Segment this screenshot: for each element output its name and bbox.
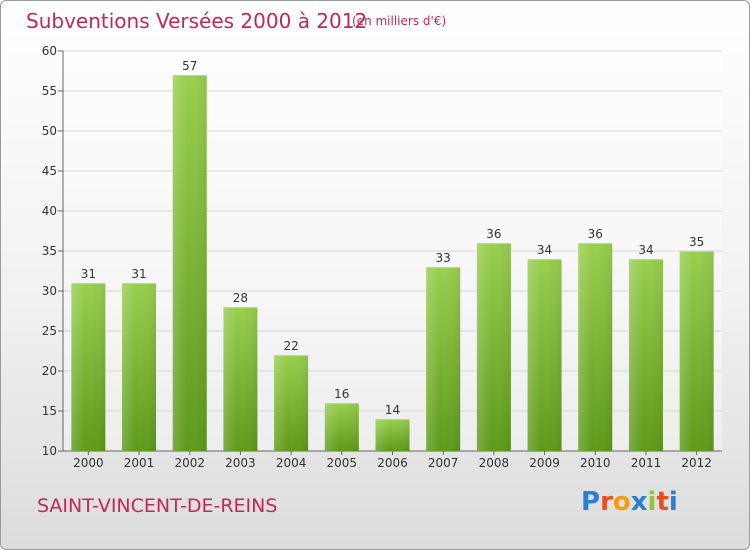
data-label: 36 xyxy=(486,227,501,241)
data-label: 22 xyxy=(283,339,298,353)
x-tick-label: 2007 xyxy=(428,456,459,470)
y-tick-label: 20 xyxy=(42,364,57,378)
x-tick-label: 2010 xyxy=(580,456,611,470)
proxiti-logo: Proxiti xyxy=(581,487,678,517)
bar-highlight xyxy=(426,267,461,451)
y-tick-label: 45 xyxy=(42,164,57,178)
bar-highlight xyxy=(527,259,562,451)
unit-note: (en milliers d'€) xyxy=(352,14,447,28)
bar-highlight xyxy=(476,243,511,451)
data-label: 16 xyxy=(334,387,349,401)
logo-letter: P xyxy=(581,487,601,517)
logo-letter: i xyxy=(647,487,657,517)
logo-letter: o xyxy=(612,487,631,517)
x-tick-label: 2003 xyxy=(225,456,256,470)
y-tick-label: 40 xyxy=(42,204,57,218)
bar-highlight xyxy=(324,403,359,451)
y-tick-label: 60 xyxy=(42,44,57,58)
logo-letter: i xyxy=(668,487,678,517)
bar-highlight xyxy=(679,251,714,451)
bar-highlight xyxy=(578,243,613,451)
y-tick-label: 35 xyxy=(42,244,57,258)
y-tick-label: 25 xyxy=(42,324,57,338)
x-tick-label: 2004 xyxy=(276,456,307,470)
data-label: 34 xyxy=(638,243,653,257)
data-label: 34 xyxy=(537,243,552,257)
data-label: 57 xyxy=(182,59,197,73)
y-tick-label: 10 xyxy=(42,444,57,458)
data-label: 33 xyxy=(436,251,451,265)
bar-highlight xyxy=(375,419,410,451)
bar-highlight xyxy=(223,307,258,451)
bar-highlight xyxy=(172,75,207,451)
x-tick-label: 2005 xyxy=(327,456,358,470)
y-tick-label: 15 xyxy=(42,404,57,418)
bar-highlight xyxy=(71,283,106,451)
x-tick-label: 2008 xyxy=(479,456,510,470)
x-tick-label: 2001 xyxy=(124,456,155,470)
bar-highlight xyxy=(274,355,309,451)
x-tick-label: 2012 xyxy=(681,456,712,470)
bar-highlight xyxy=(122,283,157,451)
data-label: 36 xyxy=(588,227,603,241)
y-tick-label: 55 xyxy=(42,84,57,98)
data-label: 35 xyxy=(689,235,704,249)
y-tick-label: 30 xyxy=(42,284,57,298)
chart-title: Subventions Versées 2000 à 2012 xyxy=(26,9,368,33)
x-tick-label: 2002 xyxy=(174,456,205,470)
data-label: 31 xyxy=(81,267,96,281)
bar-highlight xyxy=(628,259,663,451)
x-tick-label: 2011 xyxy=(631,456,662,470)
x-tick-label: 2009 xyxy=(529,456,560,470)
x-tick-label: 2000 xyxy=(73,456,104,470)
data-label: 14 xyxy=(385,403,400,417)
logo-letter: x xyxy=(630,487,648,517)
data-label: 28 xyxy=(233,291,248,305)
location-name: SAINT-VINCENT-DE-REINS xyxy=(37,495,278,517)
y-tick-label: 50 xyxy=(42,124,57,138)
logo-letter: t xyxy=(656,487,669,517)
x-tick-label: 2006 xyxy=(377,456,408,470)
data-label: 31 xyxy=(131,267,146,281)
logo-letter: r xyxy=(600,487,613,517)
